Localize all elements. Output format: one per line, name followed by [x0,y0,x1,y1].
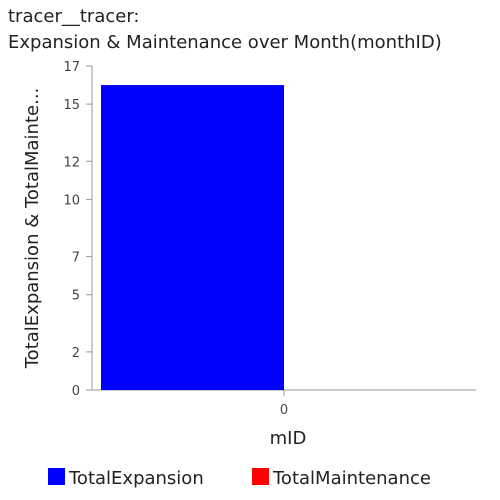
x-axis-label: mID [270,428,307,449]
chart-title-line-2: Expansion & Maintenance over Month(month… [8,32,442,53]
legend-label-totalexpansion: TotalExpansion [68,468,204,489]
y-tick-label: 0 [72,384,80,399]
y-tick-label: 7 [72,251,80,266]
y-tick-label: 15 [63,98,80,113]
y-tick-label: 2 [72,346,80,361]
y-axis-ticks: 0 2 5 7 10 12 15 17 [63,60,92,399]
bars [101,85,284,390]
y-tick-label: 12 [63,155,80,170]
y-tick-label: 10 [63,193,80,208]
y-tick-label: 5 [72,289,80,304]
y-axis-label: TotalExpansion & TotalMainte... [22,88,43,370]
chart-title-line-1: tracer__tracer: [8,6,140,27]
legend-swatch-totalexpansion [48,468,65,485]
x-axis-ticks: 0 [280,390,288,418]
legend: TotalExpansion TotalMaintenance [48,468,431,489]
y-tick-label: 17 [63,60,80,75]
bar-totalexpansion [101,85,284,390]
x-tick-label: 0 [280,403,288,418]
legend-swatch-totalmaintenance [252,468,269,485]
legend-label-totalmaintenance: TotalMaintenance [272,468,431,489]
